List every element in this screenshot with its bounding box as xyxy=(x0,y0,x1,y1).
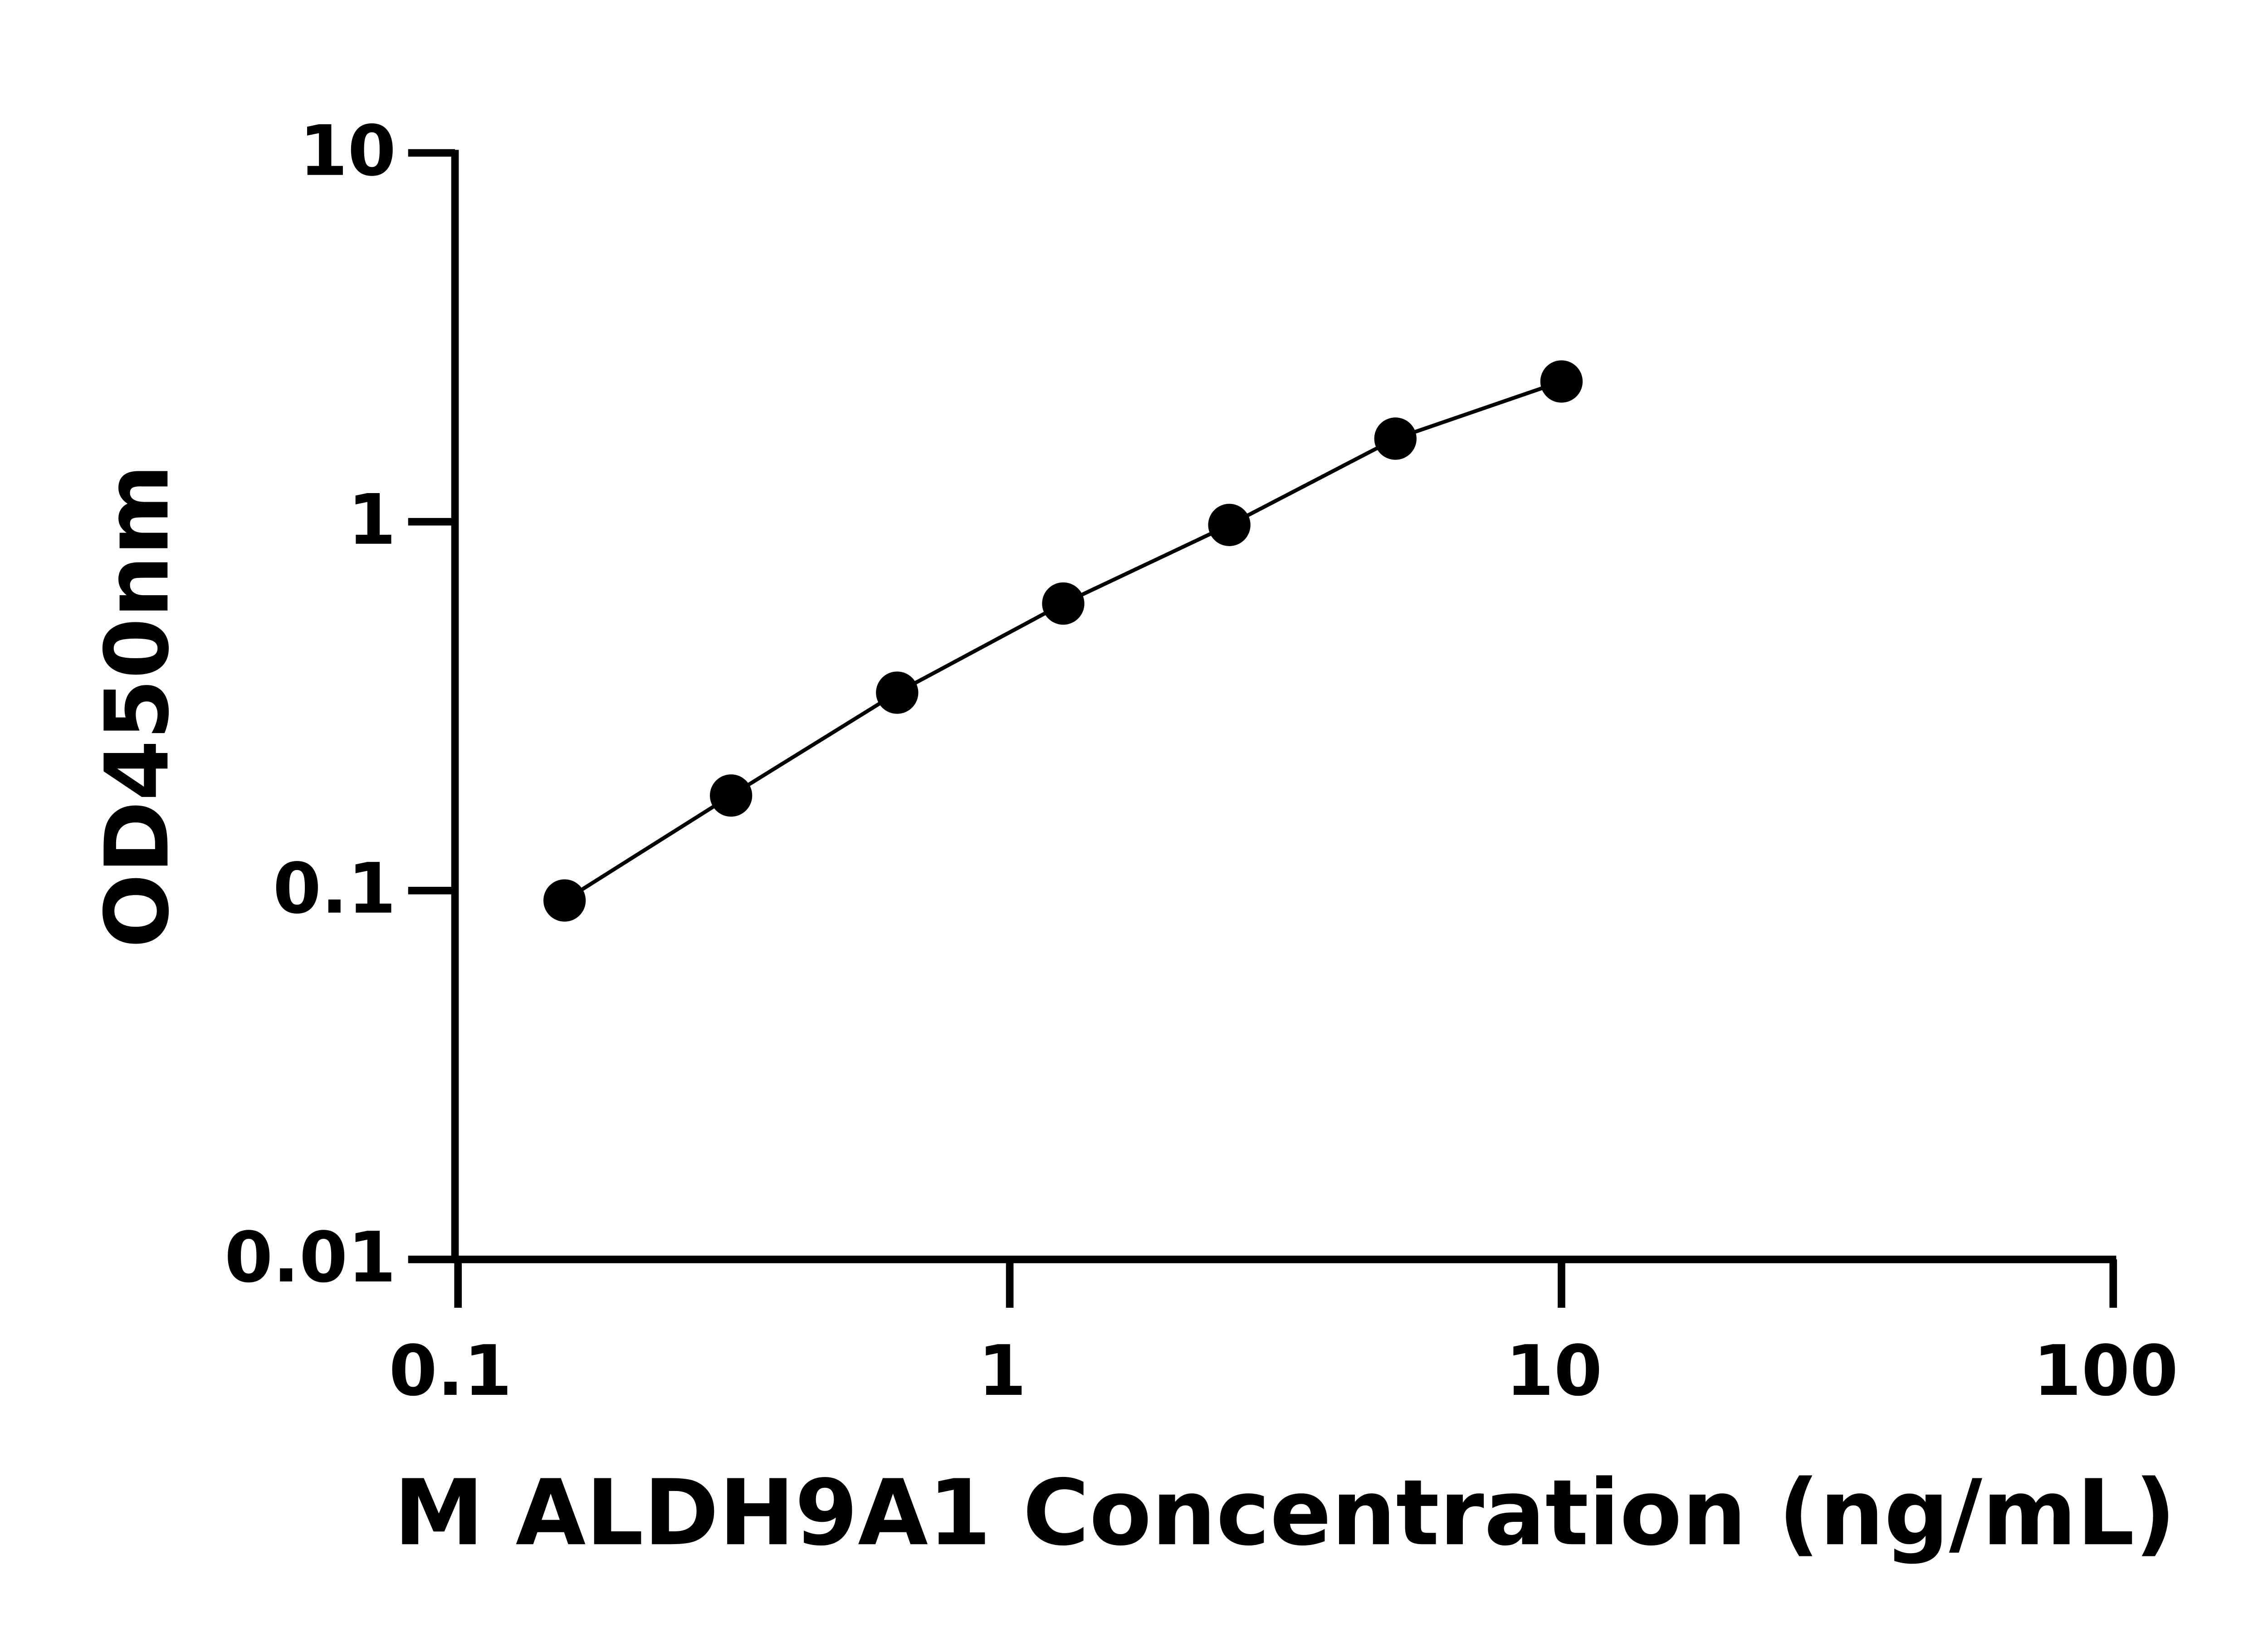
x-tick-label: 10 xyxy=(1505,1331,1602,1412)
data-point xyxy=(876,671,919,714)
data-point xyxy=(543,879,586,922)
data-point xyxy=(1208,504,1251,546)
y-tick-label: 1 xyxy=(347,480,396,561)
x-tick-label: 100 xyxy=(2033,1331,2178,1412)
x-axis-label: M ALDH9A1 Concentration (ng/mL) xyxy=(394,1460,2176,1566)
y-tick-label: 0.1 xyxy=(273,849,396,929)
data-point xyxy=(1540,360,1583,403)
fit-curve xyxy=(563,380,1562,902)
data-point xyxy=(1042,582,1085,625)
data-point xyxy=(1374,417,1417,460)
y-tick-label: 0.01 xyxy=(225,1217,396,1298)
data-point xyxy=(709,774,753,817)
x-tick-label: 0.1 xyxy=(389,1331,512,1412)
y-axis-label: OD450nm xyxy=(86,464,188,948)
x-tick-label: 1 xyxy=(978,1331,1026,1412)
y-tick-label: 10 xyxy=(299,111,396,192)
